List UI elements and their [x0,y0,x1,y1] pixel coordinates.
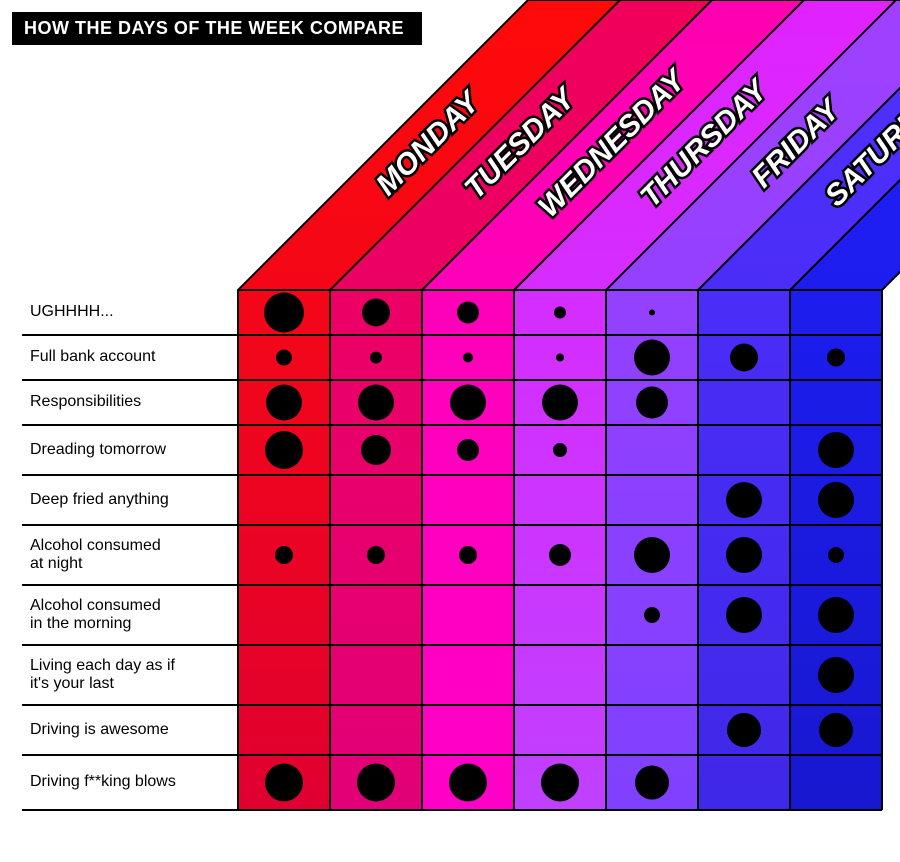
row-label: Driving f**king blows [30,755,234,810]
value-dot [634,537,670,573]
value-dot [636,387,668,419]
value-dot [730,344,758,372]
value-dot [457,439,479,461]
value-dot [727,713,761,747]
value-dot [542,385,578,421]
value-dot [265,764,303,802]
value-dot [449,764,487,802]
value-dot [644,607,660,623]
value-dot [266,385,302,421]
value-dot [457,302,479,324]
value-dot [819,713,853,747]
value-dot [634,340,670,376]
value-dot [264,293,304,333]
value-dot [553,443,567,457]
value-dot [828,547,844,563]
value-dot [726,537,762,573]
value-dot [726,482,762,518]
value-dot [361,435,391,465]
row-label: Alcohol consumedin the morning [30,585,234,645]
value-dot [827,349,845,367]
value-dot [726,597,762,633]
row-label: Responsibilities [30,380,234,425]
value-dot [370,352,382,364]
value-dot [275,546,293,564]
value-dot [362,299,390,327]
value-dot [818,657,854,693]
value-dot [358,385,394,421]
value-dot [818,432,854,468]
row-label: Alcohol consumedat night [30,525,234,585]
row-label: Deep fried anything [30,475,234,525]
value-dot [276,350,292,366]
value-dot [818,482,854,518]
row-label: Dreading tomorrow [30,425,234,475]
value-dot [357,764,395,802]
value-dot [549,544,571,566]
value-dot [556,354,564,362]
value-dot [367,546,385,564]
value-dot [541,764,579,802]
value-dot [818,597,854,633]
row-label: Full bank account [30,335,234,380]
value-dot [463,353,473,363]
row-label: UGHHHH... [30,290,234,335]
value-dot [554,307,566,319]
value-dot [649,310,655,316]
value-dot [265,431,303,469]
row-label: Living each day as ifit's your last [30,645,234,705]
row-label: Driving is awesome [30,705,234,755]
value-dot [635,766,669,800]
value-dot [450,385,486,421]
value-dot [459,546,477,564]
